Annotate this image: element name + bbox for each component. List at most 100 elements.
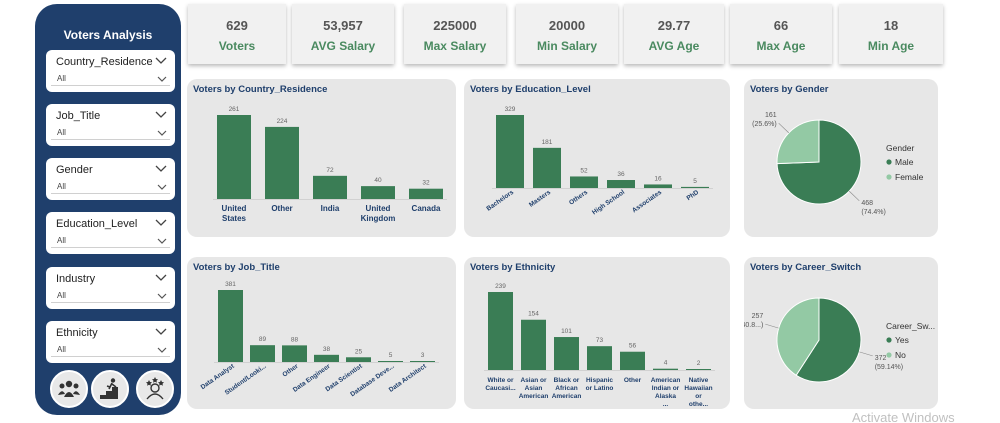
chart-card-3: Voters by Gender 468 (74.4%) 161 (25.6%) Gend… bbox=[744, 79, 938, 237]
legend-title: Gender bbox=[886, 143, 915, 153]
bar[interactable] bbox=[346, 357, 371, 362]
chevron-down-icon[interactable] bbox=[154, 53, 168, 67]
slicer-label: Job_Title bbox=[56, 110, 101, 122]
chevron-down-icon[interactable] bbox=[154, 161, 168, 175]
leader-line bbox=[848, 190, 860, 202]
kpi-card-max-age: 66 Max Age bbox=[730, 4, 832, 64]
bar[interactable] bbox=[644, 184, 672, 188]
slicer-ethnicity[interactable]: Ethnicity All bbox=[46, 321, 175, 363]
pie-slice[interactable] bbox=[776, 119, 862, 205]
bar[interactable] bbox=[587, 346, 612, 370]
slicer-value: All bbox=[57, 291, 66, 300]
pie-slice[interactable] bbox=[795, 297, 862, 383]
slicer-dropdown[interactable]: All bbox=[51, 290, 170, 303]
data-label: 36 bbox=[617, 171, 625, 178]
bar[interactable] bbox=[410, 361, 435, 362]
bar[interactable] bbox=[607, 180, 635, 188]
chevron-down-icon[interactable] bbox=[154, 324, 168, 338]
bar[interactable] bbox=[488, 292, 513, 370]
slicer-dropdown[interactable]: All bbox=[51, 73, 170, 86]
bar[interactable] bbox=[409, 188, 443, 199]
slicer-job-title[interactable]: Job_Title All bbox=[46, 104, 175, 146]
bar[interactable] bbox=[361, 186, 395, 199]
tick-label: United States bbox=[222, 204, 247, 223]
bar[interactable] bbox=[217, 115, 251, 199]
pie-slice[interactable] bbox=[776, 297, 820, 376]
legend-entry[interactable]: No bbox=[895, 350, 906, 360]
legend-marker bbox=[886, 352, 892, 358]
data-label: 329 bbox=[505, 106, 516, 113]
slicer-label: Industry bbox=[56, 273, 96, 285]
slicer-label: Education_Level bbox=[56, 218, 138, 230]
pie-slice[interactable] bbox=[776, 119, 820, 165]
slicer-dropdown[interactable]: All bbox=[51, 344, 170, 357]
tick-label: PhD bbox=[685, 189, 700, 202]
slicer-education-level[interactable]: Education_Level All bbox=[46, 212, 175, 254]
chevron-down-icon[interactable] bbox=[154, 270, 168, 284]
tick-label: Associates bbox=[631, 189, 663, 215]
bar[interactable] bbox=[554, 337, 579, 370]
bar[interactable] bbox=[681, 186, 709, 188]
nav-button-2[interactable] bbox=[91, 370, 129, 408]
kpi-card-voters: 629 Voters bbox=[188, 4, 286, 64]
chart-card-5: Voters by Ethnicity 239 White or Caucasi...… bbox=[464, 257, 730, 409]
legend-entry[interactable]: Yes bbox=[895, 335, 909, 345]
leader-line bbox=[765, 323, 779, 329]
chart-title: Voters by Gender bbox=[750, 84, 829, 95]
bar[interactable] bbox=[282, 345, 307, 362]
slicer-dropdown[interactable]: All bbox=[51, 235, 170, 248]
slicer-country-residence[interactable]: Country_Residence All bbox=[46, 50, 175, 92]
legend-entry[interactable]: Male bbox=[895, 157, 914, 167]
data-label: 25 bbox=[355, 348, 363, 355]
bar[interactable] bbox=[496, 115, 524, 188]
bar[interactable] bbox=[314, 354, 339, 362]
pie-percent-label: (59.14%) bbox=[875, 364, 903, 371]
tick-label: India bbox=[321, 204, 340, 213]
nav-button-3[interactable] bbox=[136, 370, 174, 408]
bar[interactable] bbox=[653, 368, 678, 370]
bar[interactable] bbox=[620, 351, 645, 370]
legend-entry[interactable]: Female bbox=[895, 172, 924, 182]
data-label: 89 bbox=[259, 336, 267, 343]
dropdown-arrow-icon bbox=[157, 76, 167, 82]
dropdown-arrow-icon bbox=[157, 347, 167, 353]
kpi-card-avg-salary: 53,957 AVG Salary bbox=[292, 4, 394, 64]
bar[interactable] bbox=[250, 345, 275, 362]
chart-plot: 468 (74.4%) 161 (25.6%) Gender Male Female bbox=[752, 112, 924, 216]
data-label: 88 bbox=[291, 336, 299, 343]
bar[interactable] bbox=[686, 369, 711, 370]
bar[interactable] bbox=[265, 126, 299, 199]
chart-title: Voters by Job_Title bbox=[193, 262, 280, 273]
bar[interactable] bbox=[570, 176, 598, 188]
chart-title: Voters by Career_Switch bbox=[750, 262, 862, 273]
chart-card-1: Voters by Country_Residence 261 United Stat… bbox=[187, 79, 456, 237]
data-label: 72 bbox=[326, 167, 334, 174]
chevron-down-icon[interactable] bbox=[154, 215, 168, 229]
kpi-label: AVG Salary bbox=[310, 39, 376, 53]
chevron-down-icon[interactable] bbox=[154, 107, 168, 121]
pie-value-label: 161 bbox=[765, 112, 777, 119]
bar[interactable] bbox=[533, 147, 561, 188]
slicer-dropdown[interactable]: All bbox=[51, 181, 170, 194]
watermark: Activate Windows bbox=[852, 410, 955, 423]
kpi-label: Max Salary bbox=[423, 39, 487, 53]
pie-value-label: 257 bbox=[752, 313, 764, 320]
slicer-industry[interactable]: Industry All bbox=[46, 267, 175, 309]
bar[interactable] bbox=[313, 175, 347, 199]
kpi-value: 66 bbox=[773, 18, 789, 33]
nav-button-1[interactable] bbox=[50, 370, 88, 408]
bar[interactable] bbox=[378, 361, 403, 362]
slicer-dropdown[interactable]: All bbox=[51, 127, 170, 140]
chart-title: Voters by Ethnicity bbox=[470, 262, 556, 273]
slicer-gender[interactable]: Gender All bbox=[46, 158, 175, 200]
tick-label: American Indian or Alaska... bbox=[651, 377, 681, 408]
bar[interactable] bbox=[218, 290, 243, 362]
slicer-value: All bbox=[57, 182, 66, 191]
kpi-value: 29.77 bbox=[657, 18, 691, 33]
slicer-label: Gender bbox=[56, 164, 93, 176]
bar[interactable] bbox=[521, 319, 546, 370]
data-label: 181 bbox=[542, 139, 553, 146]
chart-plot: 239 White or Caucasi... 154 Asian or Asian Ame… bbox=[484, 283, 715, 408]
